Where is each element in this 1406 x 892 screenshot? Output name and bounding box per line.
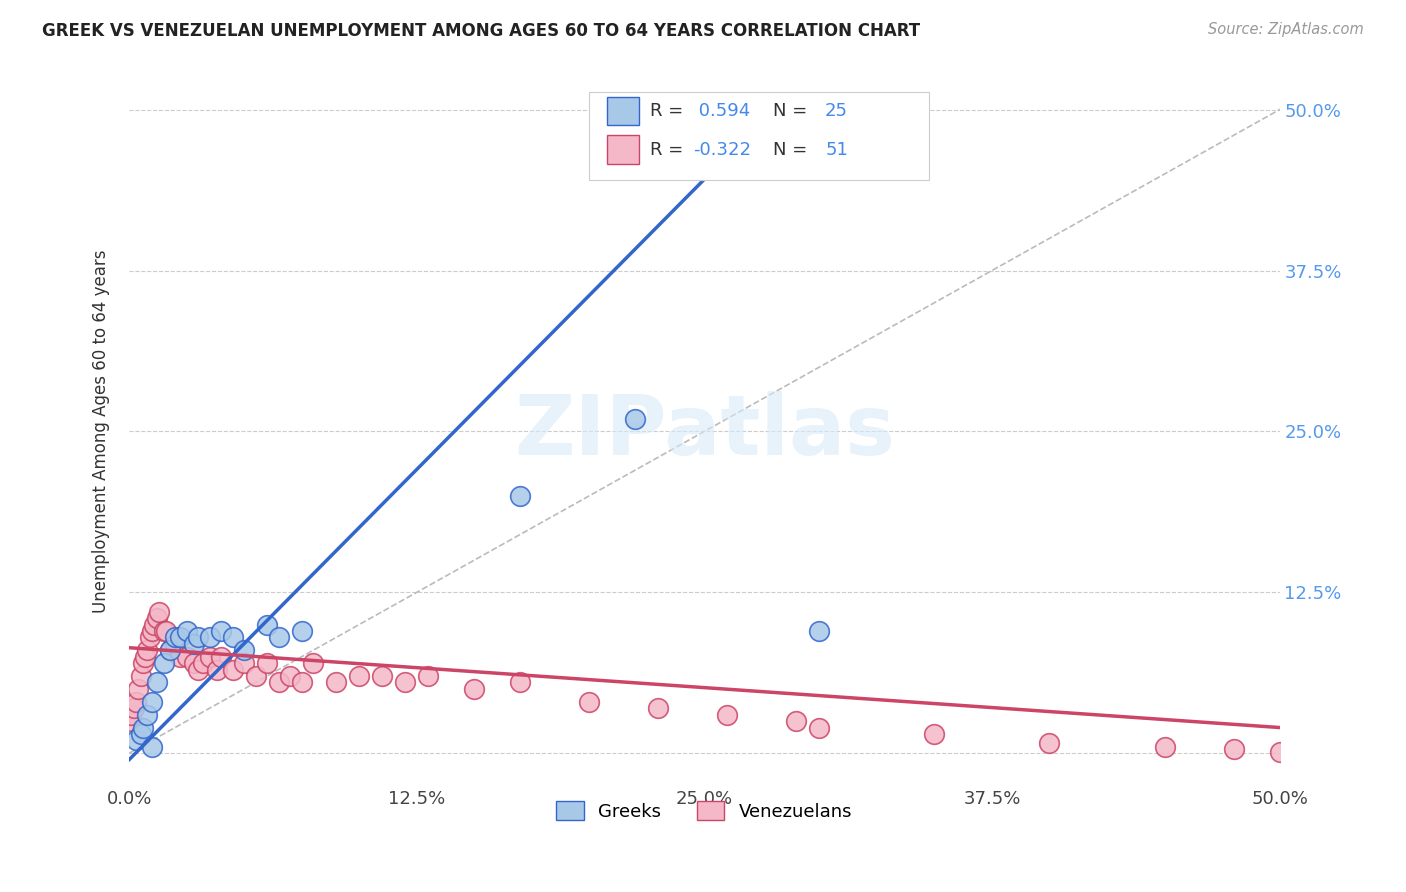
Point [198, 649, 221, 664]
Point [145, 675, 167, 690]
Point [183, 656, 205, 670]
Point [187, 631, 209, 645]
Point [127, 681, 149, 696]
Point [155, 624, 177, 638]
Point [183, 637, 205, 651]
Text: N =: N = [773, 102, 813, 120]
Point [191, 656, 214, 670]
Point [394, 675, 416, 690]
Point [256, 656, 278, 670]
Point [647, 701, 669, 715]
Point [291, 675, 314, 690]
Point [716, 707, 738, 722]
Point [509, 489, 531, 503]
Point [209, 649, 232, 664]
Point [245, 669, 267, 683]
Y-axis label: Unemployment Among Ages 60 to 64 years: Unemployment Among Ages 60 to 64 years [93, 250, 110, 613]
Point [221, 631, 243, 645]
Point [152, 624, 174, 638]
Point [159, 643, 181, 657]
Point [325, 675, 347, 690]
Point [141, 695, 163, 709]
Point [820, 135, 842, 149]
Text: R =: R = [650, 102, 689, 120]
Point [221, 663, 243, 677]
Point [209, 624, 232, 638]
Point [233, 643, 256, 657]
Text: N =: N = [773, 141, 813, 159]
Point [122, 701, 145, 715]
Point [176, 624, 198, 638]
Point [1222, 742, 1244, 756]
Point [187, 663, 209, 677]
Text: 0.594: 0.594 [693, 102, 749, 120]
Point [136, 643, 159, 657]
Point [924, 727, 946, 741]
Text: 25: 25 [825, 102, 848, 120]
Point [125, 733, 148, 747]
Point [1038, 736, 1060, 750]
Text: GREEK VS VENEZUELAN UNEMPLOYMENT AMONG AGES 60 TO 64 YEARS CORRELATION CHART: GREEK VS VENEZUELAN UNEMPLOYMENT AMONG A… [42, 22, 921, 40]
Point [198, 631, 221, 645]
Point [148, 605, 170, 619]
Point [509, 675, 531, 690]
Point [120, 707, 142, 722]
FancyBboxPatch shape [606, 96, 638, 125]
Point [785, 714, 807, 728]
Point [267, 675, 290, 690]
Point [139, 631, 162, 645]
Point [1268, 745, 1291, 759]
Point [169, 631, 191, 645]
Point [132, 721, 155, 735]
Point [205, 663, 228, 677]
Point [141, 739, 163, 754]
Point [136, 707, 159, 722]
Point [278, 669, 301, 683]
Text: R =: R = [650, 141, 689, 159]
Point [125, 695, 148, 709]
Point [267, 631, 290, 645]
Point [256, 617, 278, 632]
Point [129, 727, 152, 741]
Point [165, 631, 187, 645]
Point [291, 624, 314, 638]
Point [463, 681, 485, 696]
Point [176, 649, 198, 664]
Point [134, 649, 156, 664]
Point [233, 656, 256, 670]
Point [152, 656, 174, 670]
Text: 51: 51 [825, 141, 848, 159]
Point [347, 669, 370, 683]
Text: -0.322: -0.322 [693, 141, 751, 159]
Point [578, 695, 600, 709]
Point [165, 637, 187, 651]
Point [145, 611, 167, 625]
Legend: Greeks, Venezuelans: Greeks, Venezuelans [547, 791, 862, 830]
Text: Source: ZipAtlas.com: Source: ZipAtlas.com [1208, 22, 1364, 37]
Point [132, 656, 155, 670]
Point [418, 669, 440, 683]
Point [141, 624, 163, 638]
FancyBboxPatch shape [589, 92, 928, 180]
Text: ZIPatlas: ZIPatlas [513, 391, 894, 472]
Point [624, 411, 647, 425]
Point [129, 669, 152, 683]
FancyBboxPatch shape [606, 136, 638, 164]
Point [143, 617, 166, 632]
Point [302, 656, 325, 670]
Point [118, 714, 141, 728]
Point [808, 624, 831, 638]
Point [159, 643, 181, 657]
Point [1153, 739, 1175, 754]
Point [169, 649, 191, 664]
Point [371, 669, 394, 683]
Point [808, 721, 831, 735]
